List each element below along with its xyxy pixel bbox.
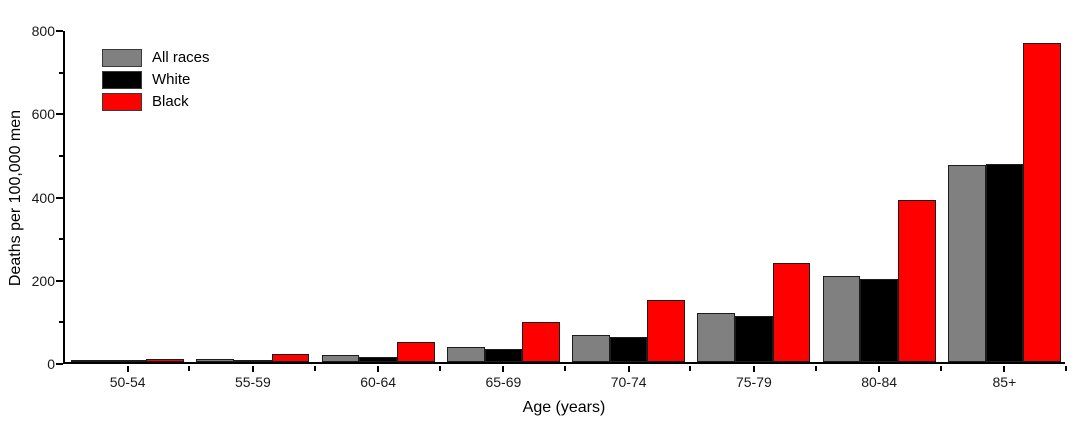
bar-black-75-79	[772, 262, 811, 362]
legend-item-white: White	[102, 70, 210, 89]
x-axis-major-tick	[627, 366, 630, 372]
bar-all-races-60-64	[321, 354, 360, 362]
x-axis-category-label: 60-64	[360, 374, 397, 390]
bar-white-60-64	[359, 356, 397, 362]
y-axis-tick-label: 200	[31, 272, 55, 289]
x-axis-major-tick	[251, 366, 254, 372]
x-axis-major-tick	[502, 366, 505, 372]
bar-black-60-64	[396, 342, 435, 362]
y-axis-major-tick	[56, 196, 63, 199]
bar-white-80-84	[860, 278, 898, 362]
bar-all-races-75-79	[697, 313, 735, 362]
x-axis-category-label: 50-54	[109, 374, 146, 390]
bar-all-races-85+	[947, 165, 986, 362]
legend-swatch-all-races	[102, 48, 142, 67]
bar-white-75-79	[735, 316, 773, 362]
bar-black-55-59	[271, 354, 310, 362]
x-axis-title: Age (years)	[522, 399, 606, 416]
y-axis-minor-tick	[59, 154, 63, 157]
legend-label-all-races: All races	[152, 49, 210, 66]
x-axis-boundary-tick	[689, 366, 692, 371]
y-axis-minor-tick	[59, 321, 63, 324]
x-axis-boundary-tick	[814, 366, 817, 371]
legend-item-all-races: All races	[102, 48, 210, 67]
x-axis-boundary-tick	[438, 366, 441, 371]
y-axis-major-tick	[56, 279, 63, 282]
bar-black-50-54	[146, 359, 185, 362]
y-axis-tick-label: 0	[47, 356, 55, 372]
legend-label-black: Black	[152, 93, 189, 110]
x-axis-boundary-tick	[564, 366, 566, 371]
x-axis-major-tick	[1003, 366, 1006, 372]
y-axis-minor-tick	[59, 71, 63, 74]
legend-label-white: White	[152, 71, 191, 88]
x-axis-major-tick	[126, 366, 129, 372]
bar-all-races-55-59	[196, 358, 234, 362]
y-axis-tick-label: 600	[31, 106, 55, 123]
bar-white-70-74	[609, 337, 648, 362]
y-axis-minor-tick	[59, 238, 63, 241]
x-axis-category-label: 75-79	[735, 374, 772, 390]
bar-all-races-80-84	[822, 276, 861, 362]
x-axis-category-label: 55-59	[234, 374, 271, 390]
legend-item-black: Black	[102, 92, 210, 111]
x-axis-major-tick	[878, 366, 881, 372]
y-axis-major-tick	[56, 363, 63, 365]
y-axis-major-tick	[56, 113, 63, 116]
y-axis-major-tick	[56, 30, 63, 32]
x-axis-category-label: 70-74	[610, 374, 647, 390]
bar-white-85+	[985, 164, 1024, 362]
bar-all-races-65-69	[446, 346, 485, 362]
legend-swatch-white	[102, 70, 142, 89]
y-axis-tick-label: 800	[31, 23, 55, 39]
x-axis-category-label: 80-84	[861, 374, 898, 390]
legend: All races White Black	[102, 48, 210, 114]
bar-white-65-69	[484, 348, 523, 362]
bar-all-races-70-74	[572, 334, 610, 362]
x-axis-category-label: 65-69	[485, 374, 522, 390]
x-axis-boundary-tick	[313, 366, 316, 371]
bar-black-65-69	[522, 322, 560, 362]
bar-black-80-84	[897, 200, 936, 362]
x-axis-boundary-tick	[1065, 366, 1067, 371]
x-axis-major-tick	[377, 366, 380, 372]
bar-black-70-74	[647, 299, 686, 362]
x-axis-category-label: 85+	[992, 374, 1017, 390]
legend-swatch-black	[102, 92, 142, 111]
x-axis-boundary-tick	[188, 366, 191, 371]
x-axis-boundary-tick	[939, 366, 942, 371]
x-axis-major-tick	[752, 366, 755, 372]
bar-white-50-54	[108, 360, 147, 362]
y-axis-tick-label: 400	[31, 189, 55, 206]
plot-area: 0 200 400 600 800 50-54 55-59 60-64 65-69 70-74 75…	[32, 23, 1067, 390]
bar-black-85+	[1023, 42, 1061, 362]
bar-white-55-59	[234, 359, 272, 362]
bar-all-races-50-54	[71, 360, 109, 362]
